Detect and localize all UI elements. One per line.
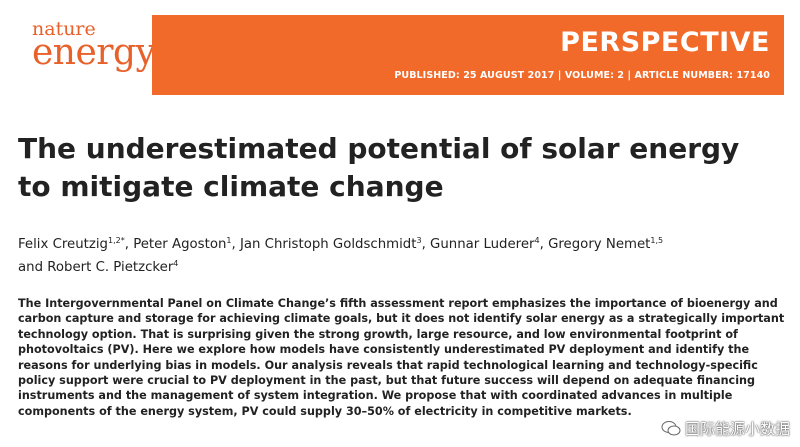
affiliation: 3 xyxy=(416,236,422,245)
separator: , xyxy=(231,237,236,252)
author-name: Felix Creutzig xyxy=(18,237,108,252)
author: Peter Agoston1, xyxy=(133,236,236,253)
author: Jan Christoph Goldschmidt3, xyxy=(239,236,426,253)
abstract: The Intergovernmental Panel on Climate C… xyxy=(18,297,785,418)
author: Gunnar Luderer4, xyxy=(430,236,544,253)
author-name: Jan Christoph Goldschmidt xyxy=(239,237,417,252)
article-title: The underestimated potential of solar en… xyxy=(18,132,740,203)
affiliation: 1 xyxy=(226,236,232,245)
affiliation: 1,2* xyxy=(107,236,125,245)
wechat-icon xyxy=(661,421,681,436)
author-list: Felix Creutzig1,2*, Peter Agoston1, Jan … xyxy=(18,233,788,279)
author: Gregory Nemet1,5 xyxy=(548,236,664,253)
author-name: Robert C. Pietzcker xyxy=(47,260,174,275)
watermark: 国际能源小数据 xyxy=(661,418,790,439)
journal-logo: nature energy xyxy=(32,18,156,73)
article-type: PERSPECTIVE xyxy=(560,27,770,58)
author-name: Gunnar Luderer xyxy=(430,237,535,252)
separator: , xyxy=(539,237,544,252)
affiliation: 1,5 xyxy=(650,236,664,245)
author: and Robert C. Pietzcker4 xyxy=(18,259,179,276)
publication-meta: PUBLISHED: 25 AUGUST 2017 | VOLUME: 2 | … xyxy=(394,70,770,81)
author-name: Peter Agoston xyxy=(133,237,227,252)
separator: , xyxy=(421,237,426,252)
affiliation: 4 xyxy=(534,236,540,245)
logo-line: nature xyxy=(32,18,96,40)
author: Felix Creutzig1,2*, xyxy=(18,236,129,253)
separator: , xyxy=(124,237,129,252)
header-banner: PERSPECTIVE PUBLISHED: 25 AUGUST 2017 | … xyxy=(152,15,784,95)
affiliation: 4 xyxy=(173,259,179,268)
logo-line: energy xyxy=(32,32,156,73)
watermark-text: 国际能源小数据 xyxy=(684,420,790,438)
author-prefix: and xyxy=(18,260,44,275)
author-name: Gregory Nemet xyxy=(548,237,651,252)
